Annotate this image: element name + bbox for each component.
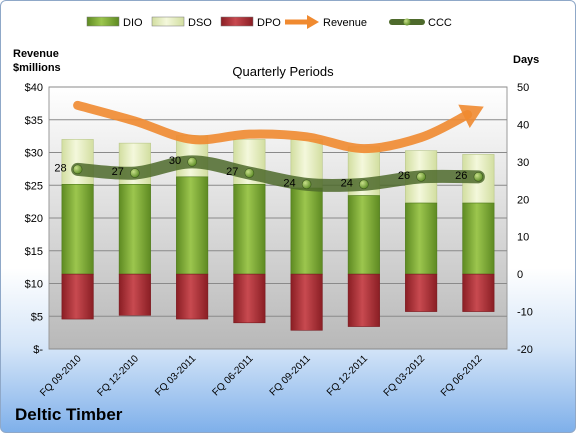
ccc-point xyxy=(72,164,83,175)
company-name: Deltic Timber xyxy=(15,405,123,424)
right-tick-label: 50 xyxy=(517,82,529,94)
bar-dio xyxy=(405,202,438,275)
ccc-point xyxy=(301,179,312,190)
legend-swatch-dio xyxy=(86,16,120,27)
legend-swatch-dpo xyxy=(220,16,254,27)
ccc-point xyxy=(187,157,197,167)
category-label: FQ 12-2010 xyxy=(95,353,141,399)
bar-dpo xyxy=(290,273,323,331)
ccc-data-label: 24 xyxy=(341,177,353,189)
left-tick-label: $35 xyxy=(25,115,43,127)
legend-label-revenue: Revenue xyxy=(323,17,367,29)
category-label: FQ 06-2012 xyxy=(439,353,485,399)
ccc-point xyxy=(416,172,426,182)
left-tick-label: $15 xyxy=(25,246,43,258)
right-tick-label: -10 xyxy=(517,307,533,319)
legend-label-ccc: CCC xyxy=(428,17,452,29)
left-tick-label: $- xyxy=(33,344,43,356)
ccc-data-label: 28 xyxy=(54,162,66,174)
bar-dpo xyxy=(118,273,151,316)
category-label: FQ 12-2011 xyxy=(325,353,370,398)
ccc-data-label: 24 xyxy=(283,177,295,189)
ccc-point xyxy=(359,179,369,190)
bar-dpo xyxy=(61,273,94,320)
ccc-data-label: 26 xyxy=(398,170,410,182)
bar-dio xyxy=(233,184,266,275)
ccc-line xyxy=(71,155,485,192)
ccc-data-label: 27 xyxy=(112,166,124,178)
bar-dio xyxy=(462,202,495,275)
chart-title: Quarterly Periods xyxy=(232,64,334,79)
ccc-point xyxy=(130,168,140,178)
revenue-line xyxy=(73,100,473,154)
legend-label-dso: DSO xyxy=(188,17,212,29)
bar-dio xyxy=(176,176,209,275)
bar-dpo xyxy=(462,273,495,312)
category-label: FQ 09-2011 xyxy=(268,353,313,398)
left-tick-label: $30 xyxy=(25,148,43,160)
right-tick-label: 30 xyxy=(517,157,529,169)
bar-dio xyxy=(290,187,323,275)
legend-dot-ccc xyxy=(403,18,411,26)
ccc-data-label: 26 xyxy=(455,170,467,182)
bar-dpo xyxy=(233,273,266,324)
right-tick-label: -20 xyxy=(517,344,533,356)
legend-label-dio: DIO xyxy=(123,17,143,29)
left-tick-label: $5 xyxy=(31,311,43,323)
left-axis-title: Revenue $millions xyxy=(13,48,61,74)
bar-dio xyxy=(118,184,151,275)
right-axis-title: Days xyxy=(513,54,539,66)
right-tick-label: 0 xyxy=(517,269,523,281)
legend-swatch-dso xyxy=(151,16,185,27)
category-label: FQ 03-2012 xyxy=(382,353,428,399)
ccc-data-label: 27 xyxy=(226,166,238,178)
ccc-point xyxy=(244,168,255,178)
left-tick-label: $20 xyxy=(25,213,43,225)
legend-label-dpo: DPO xyxy=(257,17,281,29)
category-label: FQ 09-2010 xyxy=(38,353,84,399)
left-tick-label: $40 xyxy=(25,82,43,94)
right-tick-label: 20 xyxy=(517,194,529,206)
ccc-point xyxy=(473,172,484,182)
bar-dpo xyxy=(405,273,438,312)
revenue-arrowhead xyxy=(458,104,484,128)
left-tick-label: $25 xyxy=(25,180,43,192)
left-tick-label: $10 xyxy=(25,279,43,291)
right-tick-label: 40 xyxy=(517,119,529,131)
category-label: FQ 06-2011 xyxy=(211,353,256,398)
right-tick-label: 10 xyxy=(517,232,529,244)
category-label: FQ 03-2011 xyxy=(153,353,198,398)
bar-dio xyxy=(347,195,380,275)
legend-arrow-revenue xyxy=(307,15,319,29)
bar-dpo xyxy=(347,273,380,327)
bar-dio xyxy=(61,184,94,275)
ccc-data-label: 30 xyxy=(169,155,181,167)
bar-dpo xyxy=(176,273,209,320)
